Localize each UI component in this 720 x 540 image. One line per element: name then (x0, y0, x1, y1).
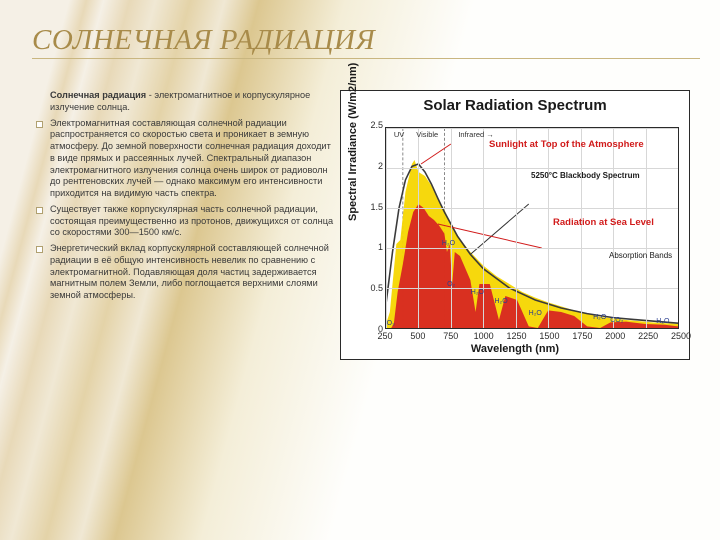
lead-paragraph: Солнечная радиация - электромагнитное и … (32, 90, 334, 114)
region-label: UV (394, 130, 404, 139)
ann-blackbody: 5250°C Blackbody Spectrum (531, 171, 640, 180)
ytick: 0.5 (369, 283, 383, 293)
chart-column: Solar Radiation Spectrum Spectral Irradi… (340, 90, 700, 520)
gridline-v (451, 128, 452, 328)
gridline-v (678, 128, 679, 328)
lead-bold: Солнечная радиация (50, 90, 146, 100)
absorption-band-label: H₂O (656, 318, 669, 325)
gridline-h (386, 208, 678, 209)
ytick: 2 (369, 161, 383, 171)
gridline-v (516, 128, 517, 328)
ann-sea-level: Radiation at Sea Level (553, 217, 654, 228)
chart-title: Solar Radiation Spectrum (341, 91, 689, 116)
content-row: Солнечная радиация - электромагнитное и … (32, 90, 700, 520)
absorption-band-label: H₂O (494, 298, 507, 305)
gridline-v (581, 128, 582, 328)
ann-top-atmosphere: Sunlight at Top of the Atmosphere (489, 139, 644, 150)
xtick: 750 (443, 331, 458, 341)
xtick: 1750 (572, 331, 592, 341)
absorption-band-label: H₂O (529, 310, 542, 317)
absorption-band-label: H₂O (593, 314, 606, 321)
absorption-band-label: O₂ (447, 281, 455, 288)
ytick: 2.5 (369, 120, 383, 130)
ann-absorption: Absorption Bands (609, 251, 672, 260)
gridline-v (483, 128, 484, 328)
absorption-band-label: H₂O (442, 240, 455, 247)
xtick: 1250 (507, 331, 527, 341)
xtick: 2250 (638, 331, 658, 341)
gridline-v (613, 128, 614, 328)
chart-xlabel: Wavelength (nm) (341, 343, 689, 355)
xtick: 1500 (539, 331, 559, 341)
region-label: Visible (416, 130, 438, 139)
ytick: 1 (369, 242, 383, 252)
ytick: 0 (369, 324, 383, 334)
gridline-h (386, 328, 678, 329)
gridline-h (386, 248, 678, 249)
gridline-v (386, 128, 387, 328)
gridline-h (386, 128, 678, 129)
absorption-band-label: O₃ (387, 320, 395, 327)
chart-ylabel: Spectral Irradiance (W/m2/nm) (347, 63, 359, 221)
ytick: 1.5 (369, 202, 383, 212)
solar-spectrum-chart: Solar Radiation Spectrum Spectral Irradi… (340, 90, 690, 360)
xtick: 1000 (474, 331, 494, 341)
xtick: 2000 (605, 331, 625, 341)
xtick: 500 (410, 331, 425, 341)
chart-svg (386, 128, 678, 328)
page-title: СОЛНЕЧНАЯ РАДИАЦИЯ (32, 24, 375, 57)
gridline-v (646, 128, 647, 328)
gridline-h (386, 168, 678, 169)
gridline-v (418, 128, 419, 328)
absorption-band-label: H₂O (471, 289, 484, 296)
xtick: 2500 (671, 331, 691, 341)
list-item: Электромагнитная составляющая солнечной … (32, 118, 334, 200)
text-column: Солнечная радиация - электромагнитное и … (32, 90, 334, 520)
region-label: Infrared → (458, 130, 493, 139)
absorption-band-label: CO₂ (610, 317, 623, 324)
bullet-list: Электромагнитная составляющая солнечной … (32, 118, 334, 302)
gridline-h (386, 288, 678, 289)
title-underline (32, 58, 700, 59)
gridline-v (548, 128, 549, 328)
plot-area: UV Visible Infrared → O₃ O₂ H₂O H₂O H₂O H₂O H₂O CO… (385, 127, 679, 329)
list-item: Существует также корпускулярная часть со… (32, 204, 334, 239)
list-item: Энергетический вклад корпускулярной сост… (32, 243, 334, 302)
